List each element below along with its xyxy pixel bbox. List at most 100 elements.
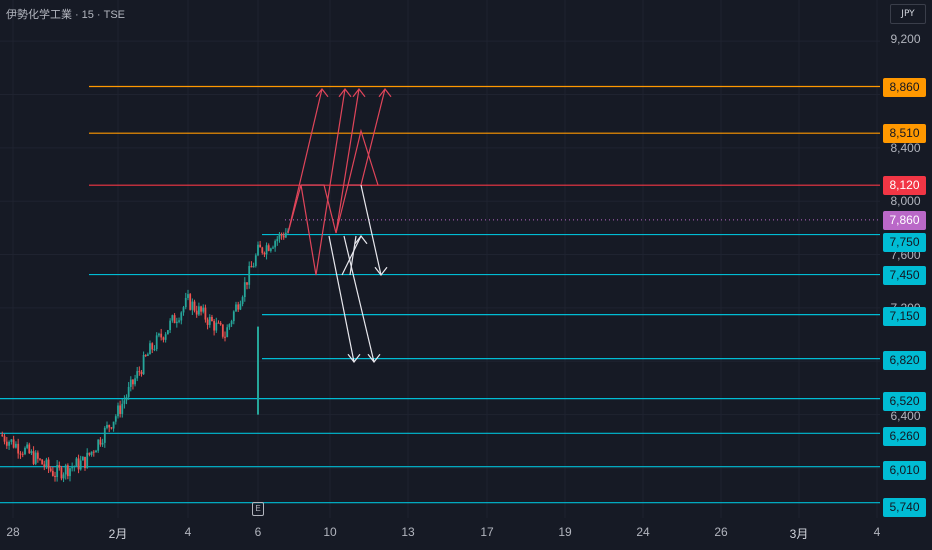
candle bbox=[8, 441, 10, 446]
candle bbox=[221, 324, 224, 337]
candle bbox=[79, 460, 82, 470]
candle bbox=[184, 297, 187, 308]
candle bbox=[73, 466, 76, 468]
price-label-8510: 8,510 bbox=[883, 124, 926, 143]
arrow-head bbox=[378, 88, 392, 98]
interval-label: 15 bbox=[81, 9, 94, 21]
candle bbox=[21, 453, 24, 455]
candle bbox=[191, 301, 194, 310]
candle bbox=[158, 333, 160, 336]
candle bbox=[95, 450, 97, 453]
candle bbox=[166, 330, 169, 335]
candle bbox=[99, 439, 102, 445]
candle bbox=[195, 310, 198, 315]
candle bbox=[62, 474, 65, 479]
candle bbox=[51, 470, 54, 476]
projection-arrow bbox=[341, 235, 362, 276]
candle bbox=[26, 444, 29, 448]
price-label-8860: 8,860 bbox=[883, 78, 926, 97]
candle bbox=[237, 304, 240, 310]
candle bbox=[71, 467, 74, 469]
x-tick-label: 17 bbox=[480, 525, 494, 539]
candle bbox=[24, 447, 26, 455]
candle bbox=[17, 443, 20, 454]
candle bbox=[175, 321, 178, 324]
candle bbox=[160, 333, 163, 338]
separator: · bbox=[96, 9, 101, 21]
candle bbox=[261, 247, 264, 253]
currency-button[interactable]: JPY bbox=[890, 4, 926, 24]
arrow-head bbox=[354, 235, 368, 245]
candle bbox=[208, 316, 211, 325]
candle bbox=[123, 400, 126, 404]
candle bbox=[162, 337, 165, 340]
candle bbox=[243, 282, 246, 298]
candle bbox=[134, 378, 136, 385]
candle bbox=[119, 405, 122, 414]
candle bbox=[153, 349, 156, 351]
candle bbox=[140, 371, 143, 375]
candle bbox=[15, 443, 17, 448]
candle bbox=[211, 316, 213, 322]
earnings-marker[interactable]: E bbox=[252, 502, 264, 516]
candle bbox=[171, 315, 174, 321]
candle bbox=[257, 244, 259, 256]
projection-arrow bbox=[335, 88, 386, 234]
symbol-title[interactable]: 伊勢化学工業 · 15 · TSE bbox=[6, 6, 128, 22]
candle bbox=[202, 307, 205, 312]
candle bbox=[34, 452, 37, 464]
candle bbox=[284, 232, 287, 238]
x-tick-label: 24 bbox=[636, 525, 650, 539]
candle bbox=[58, 464, 61, 468]
projection-line bbox=[349, 235, 357, 276]
arrow-head bbox=[352, 88, 366, 98]
candle bbox=[117, 405, 119, 417]
projection-arrow bbox=[301, 88, 360, 234]
projection-line bbox=[347, 128, 379, 186]
candle bbox=[146, 354, 149, 356]
candle bbox=[200, 306, 202, 312]
candle bbox=[246, 282, 248, 285]
candle bbox=[77, 458, 80, 470]
candle bbox=[217, 322, 220, 324]
candle bbox=[241, 297, 244, 304]
candle bbox=[56, 464, 59, 478]
candle bbox=[1, 434, 4, 437]
candle bbox=[127, 386, 130, 397]
candle bbox=[64, 465, 67, 475]
price-label-6260: 6,260 bbox=[883, 427, 926, 446]
candle bbox=[92, 451, 95, 453]
candle bbox=[155, 335, 158, 350]
candle bbox=[32, 451, 35, 464]
candle bbox=[41, 459, 44, 465]
x-tick-label: 28 bbox=[6, 525, 20, 539]
projection-arrow bbox=[343, 235, 375, 363]
candle bbox=[204, 307, 207, 320]
candle bbox=[108, 424, 111, 428]
price-label-5740: 5,740 bbox=[883, 498, 926, 517]
candle bbox=[197, 306, 200, 315]
candle bbox=[3, 436, 6, 442]
symbol-name: 伊勢化学工業 bbox=[6, 9, 72, 21]
candle bbox=[12, 439, 15, 448]
x-tick-label: 2月 bbox=[108, 527, 128, 541]
x-tick-label: 4 bbox=[873, 525, 881, 539]
candle bbox=[269, 248, 272, 251]
candle bbox=[19, 453, 22, 455]
price-label-7750: 7,750 bbox=[883, 233, 926, 252]
candle bbox=[112, 421, 115, 429]
candle bbox=[90, 451, 93, 455]
candle bbox=[272, 247, 274, 249]
candle bbox=[267, 245, 270, 251]
arrow-head bbox=[347, 353, 361, 363]
x-tick-label: 13 bbox=[401, 525, 415, 539]
price-label-6010: 6,010 bbox=[883, 461, 926, 480]
candle bbox=[248, 266, 251, 285]
x-tick-label: 3月 bbox=[789, 527, 809, 541]
candle bbox=[228, 324, 231, 328]
price-label-7450: 7,450 bbox=[883, 266, 926, 285]
candle bbox=[66, 465, 69, 477]
x-tick-label: 26 bbox=[714, 525, 728, 539]
